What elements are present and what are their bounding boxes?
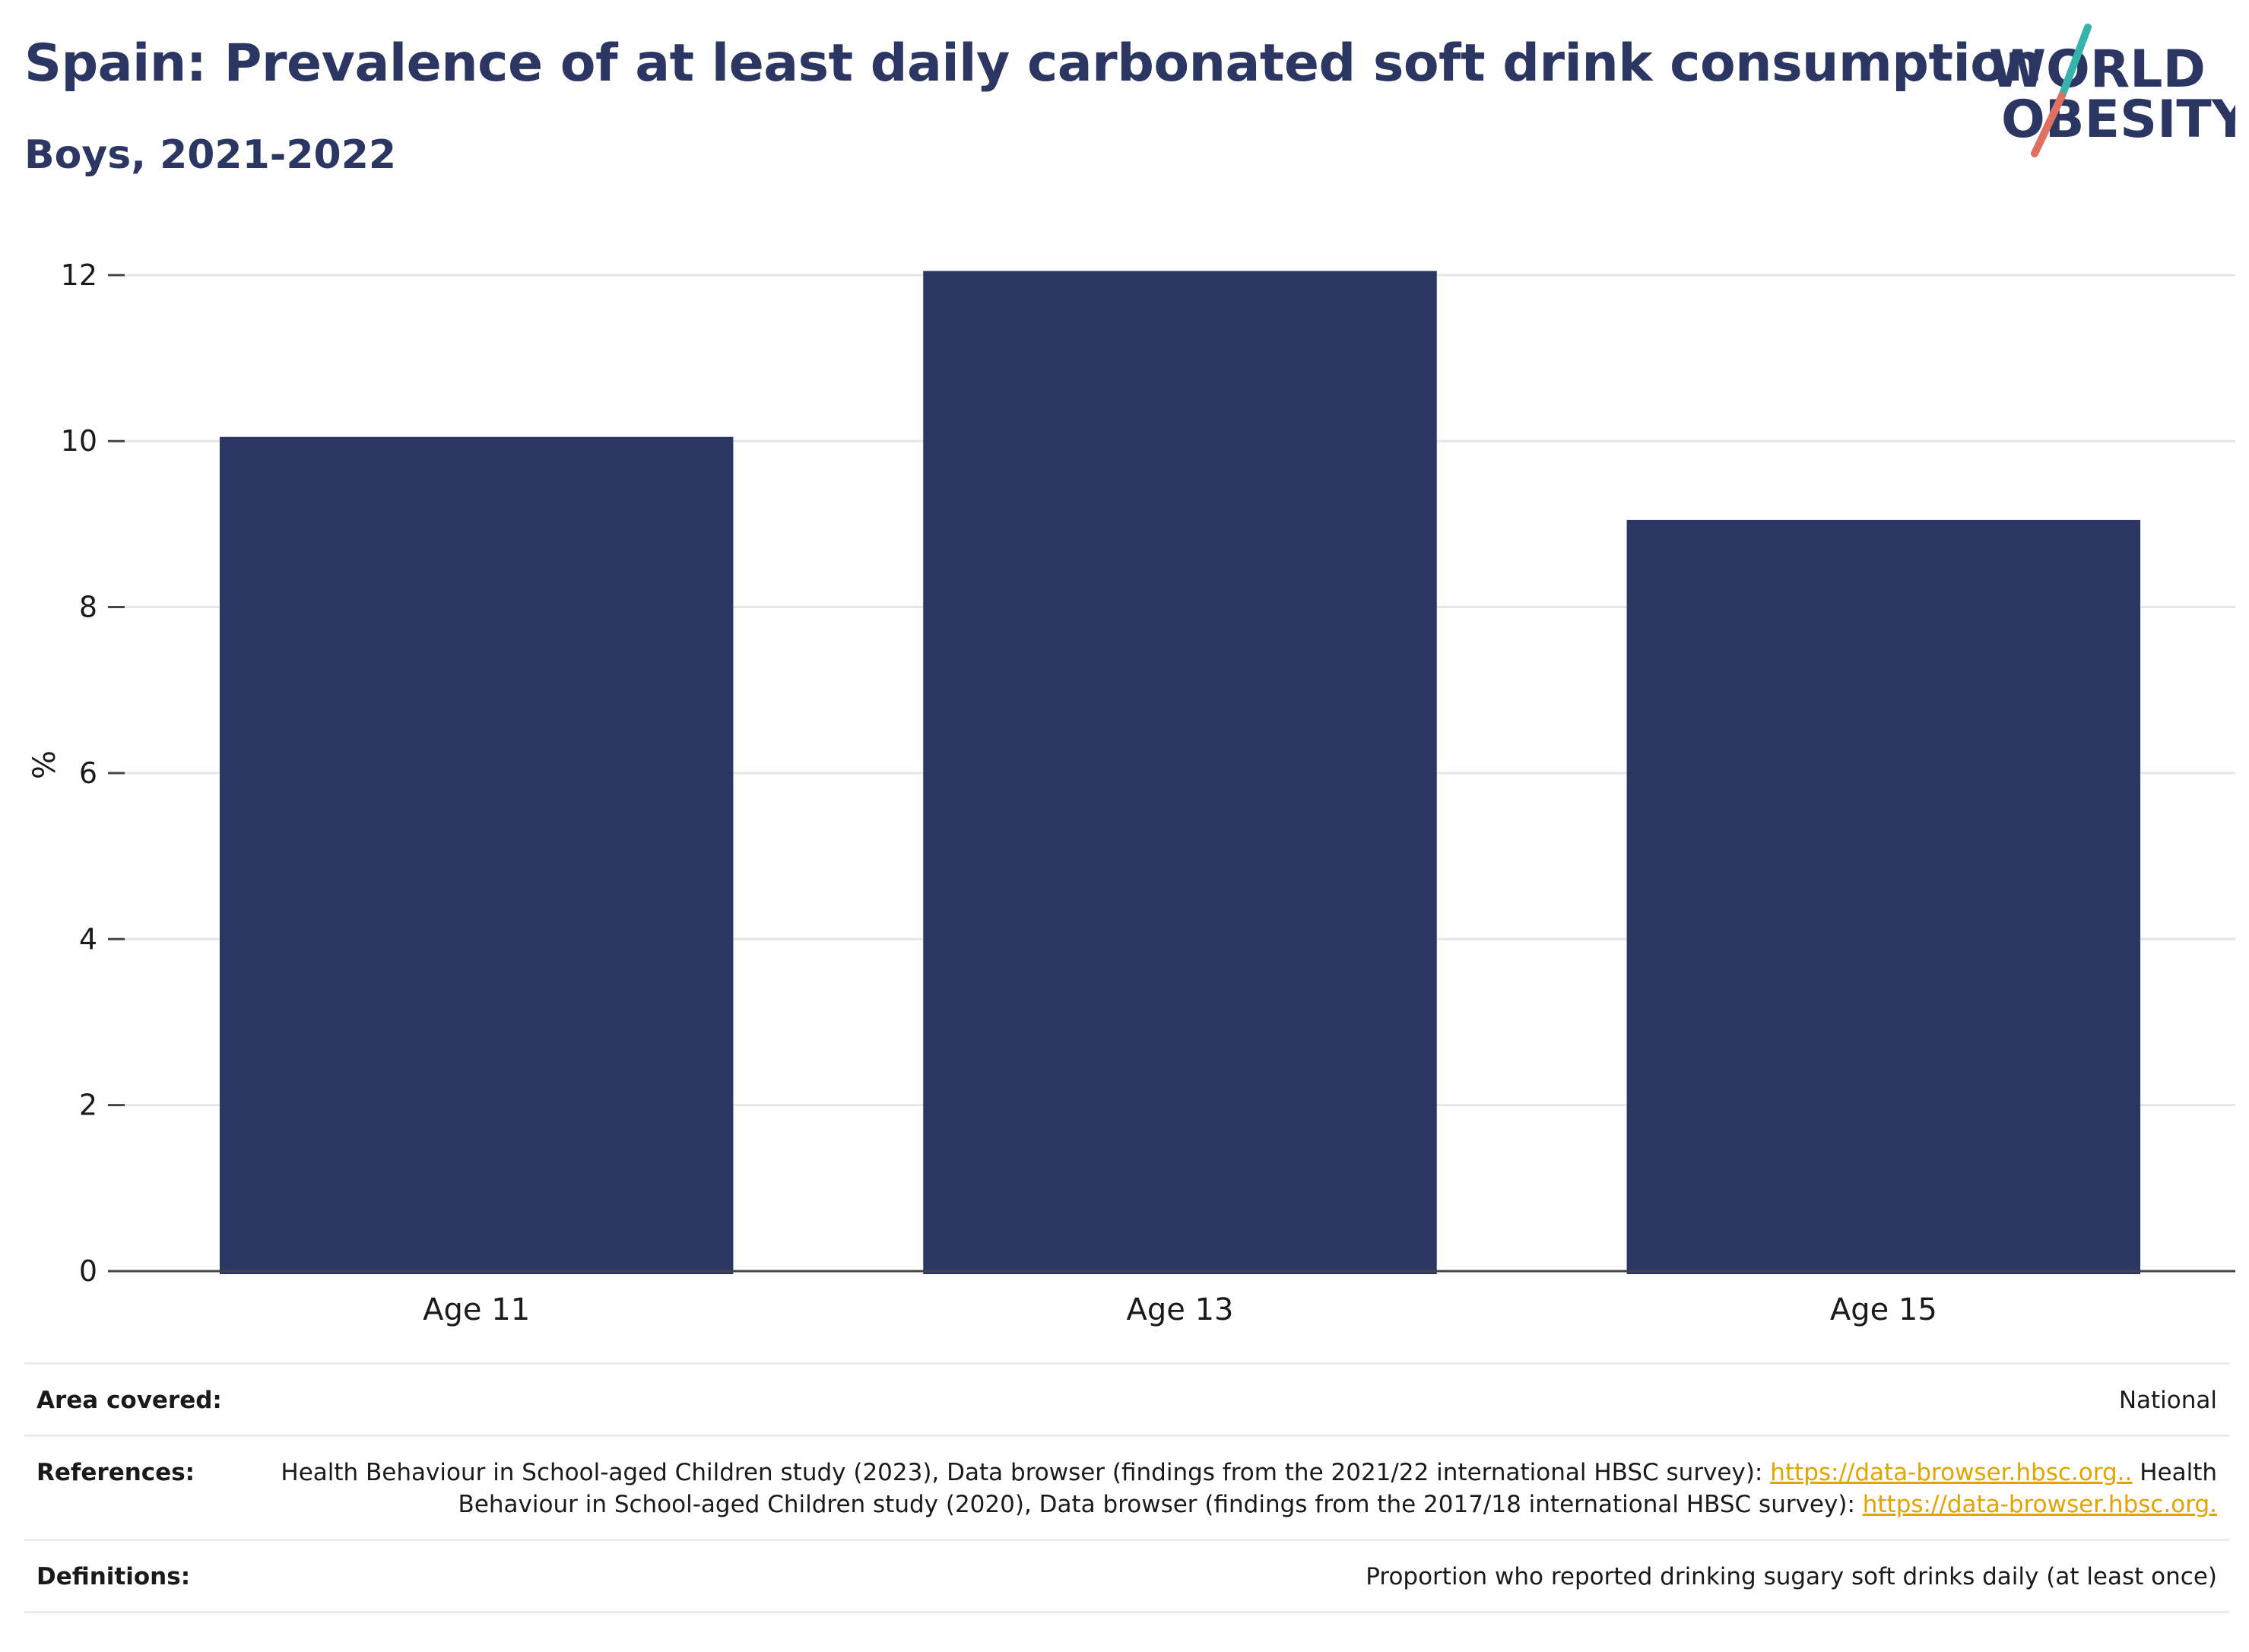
definitions-value: Proportion who reported drinking sugary … bbox=[1366, 1563, 2217, 1590]
y-tick-label: 12 bbox=[61, 258, 97, 292]
y-tick-label: 0 bbox=[79, 1254, 97, 1288]
axis-labels: 0 2 4 6 8 10 12 Age 11 Age 13 Age 15% bbox=[27, 258, 1937, 1327]
chart-subtitle: Boys, 2021-2022 bbox=[24, 132, 397, 178]
y-tick-label: 10 bbox=[61, 424, 97, 458]
logo-slash-coral bbox=[2031, 92, 2066, 157]
y-tick-label: 4 bbox=[79, 922, 97, 956]
x-tick-label: Age 11 bbox=[423, 1292, 530, 1327]
x-tick-label: Age 15 bbox=[1830, 1292, 1937, 1327]
y-tick-label: 6 bbox=[79, 756, 97, 790]
y-tick-label: 2 bbox=[79, 1089, 97, 1122]
references-link-2[interactable]: https://data-browser.hbsc.org. bbox=[1862, 1491, 2217, 1518]
y-tick-label: 8 bbox=[79, 591, 97, 624]
definitions-label: Definitions: bbox=[36, 1563, 191, 1590]
world-obesity-logo: WORLD OBESITY bbox=[1989, 24, 2235, 157]
logo-text-world: WORLD bbox=[1989, 40, 2206, 100]
area-covered-label: Area covered: bbox=[36, 1387, 222, 1414]
chart-footer: Area covered: National References: Healt… bbox=[24, 1362, 2229, 1613]
references-link-1[interactable]: https://data-browser.hbsc.org.. bbox=[1770, 1459, 2133, 1486]
y-axis-title: % bbox=[27, 750, 62, 779]
bar-age-11 bbox=[219, 436, 734, 1274]
bar-chart: 0 2 4 6 8 10 12 Age 11 Age 13 Age 15% bbox=[27, 258, 2235, 1327]
bars bbox=[219, 271, 2141, 1274]
logo-slash-teal bbox=[2058, 24, 2092, 100]
axes bbox=[108, 274, 2235, 1273]
bar-age-13 bbox=[923, 271, 1437, 1274]
footer-row-references: References: Health Behaviour in School-a… bbox=[24, 1437, 2229, 1541]
area-covered-value: National bbox=[2118, 1387, 2217, 1414]
bar-age-15 bbox=[1626, 519, 2141, 1274]
x-tick-label: Age 13 bbox=[1127, 1292, 1234, 1327]
references-label: References: bbox=[36, 1459, 195, 1486]
references-text-1: Health Behaviour in School-aged Children… bbox=[281, 1459, 1771, 1486]
footer-row-definitions: Definitions: Proportion who reported dri… bbox=[24, 1541, 2229, 1613]
references-value: Health Behaviour in School-aged Children… bbox=[280, 1457, 2217, 1520]
footer-row-area: Area covered: National bbox=[24, 1365, 2229, 1437]
references-text-2: Health Behaviour in School-aged Children… bbox=[458, 1459, 2217, 1518]
chart-title: Spain: Prevalence of at least daily carb… bbox=[24, 33, 2042, 94]
